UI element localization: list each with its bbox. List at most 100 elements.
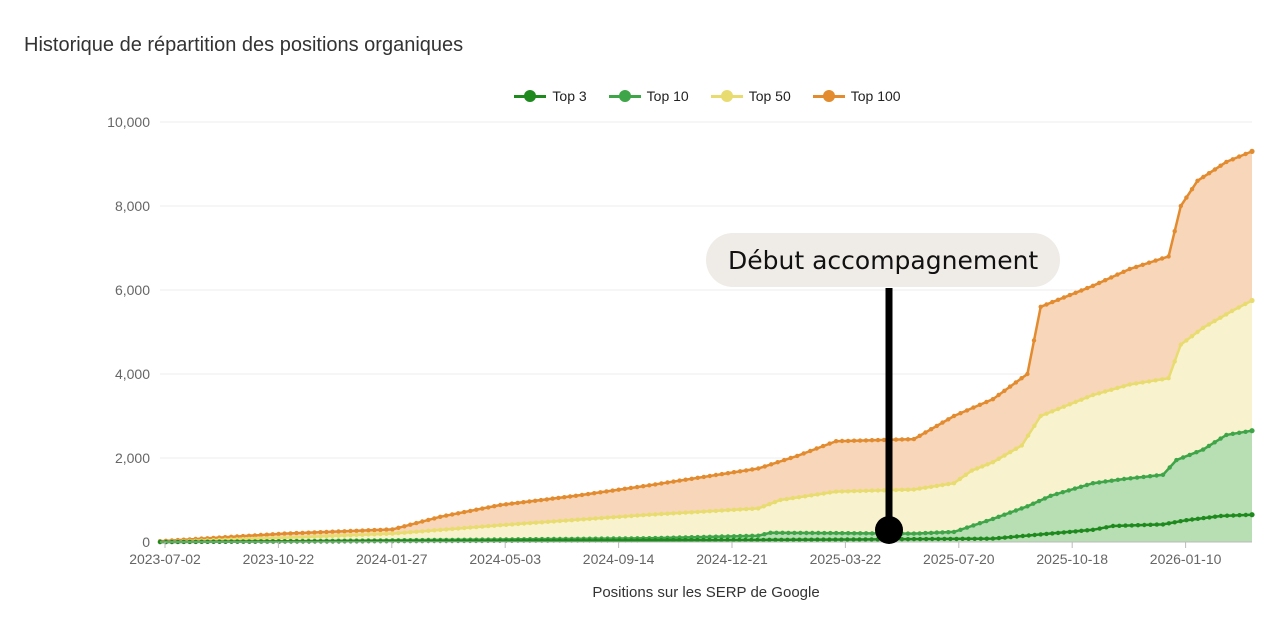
series-point bbox=[1002, 388, 1007, 393]
series-point bbox=[744, 468, 749, 473]
series-point bbox=[707, 537, 712, 543]
series-point bbox=[1167, 465, 1172, 470]
series-point bbox=[803, 537, 808, 542]
series-point bbox=[270, 532, 275, 537]
series-point bbox=[713, 537, 718, 543]
series-point bbox=[1237, 430, 1242, 435]
series-point bbox=[1212, 514, 1218, 519]
series-point bbox=[647, 538, 652, 543]
series-point bbox=[1153, 378, 1158, 383]
series-point bbox=[1236, 305, 1241, 310]
series-point bbox=[1140, 262, 1145, 267]
series-point bbox=[1189, 187, 1195, 192]
annotation-dot bbox=[875, 516, 903, 544]
series-point bbox=[408, 530, 413, 535]
series-point bbox=[869, 488, 875, 493]
series-point bbox=[1160, 522, 1166, 527]
series-point bbox=[737, 537, 742, 543]
series-point bbox=[1044, 302, 1049, 307]
annotation-marker bbox=[875, 288, 903, 544]
series-point bbox=[449, 538, 455, 544]
series-point bbox=[611, 515, 616, 520]
series-point bbox=[444, 538, 449, 544]
series-point bbox=[899, 537, 905, 542]
series-point bbox=[972, 536, 977, 541]
series-point bbox=[845, 537, 850, 542]
series-point bbox=[579, 492, 585, 498]
annotation-label: Début accompagnement bbox=[706, 233, 1061, 287]
series-point bbox=[827, 490, 833, 495]
series-point bbox=[980, 464, 985, 469]
legend-item-top-100[interactable]: Top 100 bbox=[812, 88, 901, 104]
series-point bbox=[1200, 447, 1206, 452]
legend-marker-icon bbox=[710, 90, 743, 102]
series-point bbox=[573, 493, 579, 498]
series-point bbox=[671, 479, 676, 484]
series-point bbox=[432, 516, 437, 521]
series-point bbox=[744, 533, 749, 539]
series-point bbox=[1048, 493, 1053, 498]
series-point bbox=[629, 513, 634, 519]
series-point bbox=[851, 537, 856, 542]
series-point bbox=[390, 531, 395, 536]
y-tick-label: 2,000 bbox=[115, 450, 150, 466]
legend-label: Top 50 bbox=[748, 88, 791, 104]
series-point bbox=[695, 509, 700, 515]
series-point bbox=[1224, 312, 1229, 317]
series-point bbox=[617, 514, 622, 519]
series-point bbox=[969, 468, 974, 473]
series-point bbox=[1212, 440, 1217, 445]
series-point bbox=[808, 448, 813, 454]
series-point bbox=[1218, 436, 1223, 441]
series-point bbox=[964, 408, 970, 413]
series-point bbox=[527, 520, 533, 526]
series-point bbox=[635, 513, 640, 518]
series-point bbox=[756, 506, 761, 511]
series-point bbox=[934, 530, 939, 535]
series-point bbox=[1229, 308, 1235, 314]
series-point bbox=[1060, 490, 1066, 495]
series-point bbox=[551, 519, 557, 524]
series-point bbox=[456, 511, 461, 516]
series-point bbox=[354, 528, 359, 533]
series-point bbox=[1237, 513, 1242, 518]
series-point bbox=[1085, 528, 1090, 533]
series-point bbox=[1172, 229, 1177, 234]
legend-item-top-3[interactable]: Top 3 bbox=[514, 88, 587, 104]
series-point bbox=[1206, 171, 1212, 176]
series-point bbox=[1110, 523, 1116, 529]
series-point bbox=[677, 510, 682, 516]
series-point bbox=[318, 534, 323, 539]
series-point bbox=[1148, 522, 1153, 527]
series-point bbox=[785, 537, 790, 542]
legend-item-top-10[interactable]: Top 10 bbox=[608, 88, 689, 104]
series-point bbox=[515, 500, 520, 506]
series-point bbox=[474, 524, 479, 530]
series-point bbox=[1178, 342, 1184, 347]
series-point bbox=[1243, 151, 1248, 157]
series-point bbox=[780, 530, 785, 535]
series-point bbox=[258, 532, 263, 538]
series-point bbox=[966, 536, 971, 541]
series-point bbox=[575, 517, 580, 522]
series-point bbox=[1178, 519, 1183, 524]
series-point bbox=[432, 538, 437, 544]
series-point bbox=[1189, 334, 1195, 339]
series-point bbox=[820, 443, 826, 449]
series-point bbox=[426, 538, 431, 544]
series-area-top-100 bbox=[160, 151, 1252, 542]
series-point bbox=[951, 481, 957, 486]
series-point bbox=[1172, 359, 1177, 364]
series-point bbox=[1109, 478, 1114, 483]
series-point bbox=[1230, 431, 1236, 436]
chart-title: Historique de répartition des positions … bbox=[24, 34, 464, 56]
series-point bbox=[432, 528, 437, 533]
series-point bbox=[1135, 523, 1141, 528]
series-point bbox=[444, 513, 449, 518]
series-point bbox=[731, 507, 737, 512]
series-point bbox=[869, 537, 874, 542]
series-point bbox=[701, 474, 706, 480]
legend-item-top-50[interactable]: Top 50 bbox=[710, 88, 791, 104]
series-point bbox=[1121, 476, 1127, 482]
series-point bbox=[516, 521, 521, 527]
